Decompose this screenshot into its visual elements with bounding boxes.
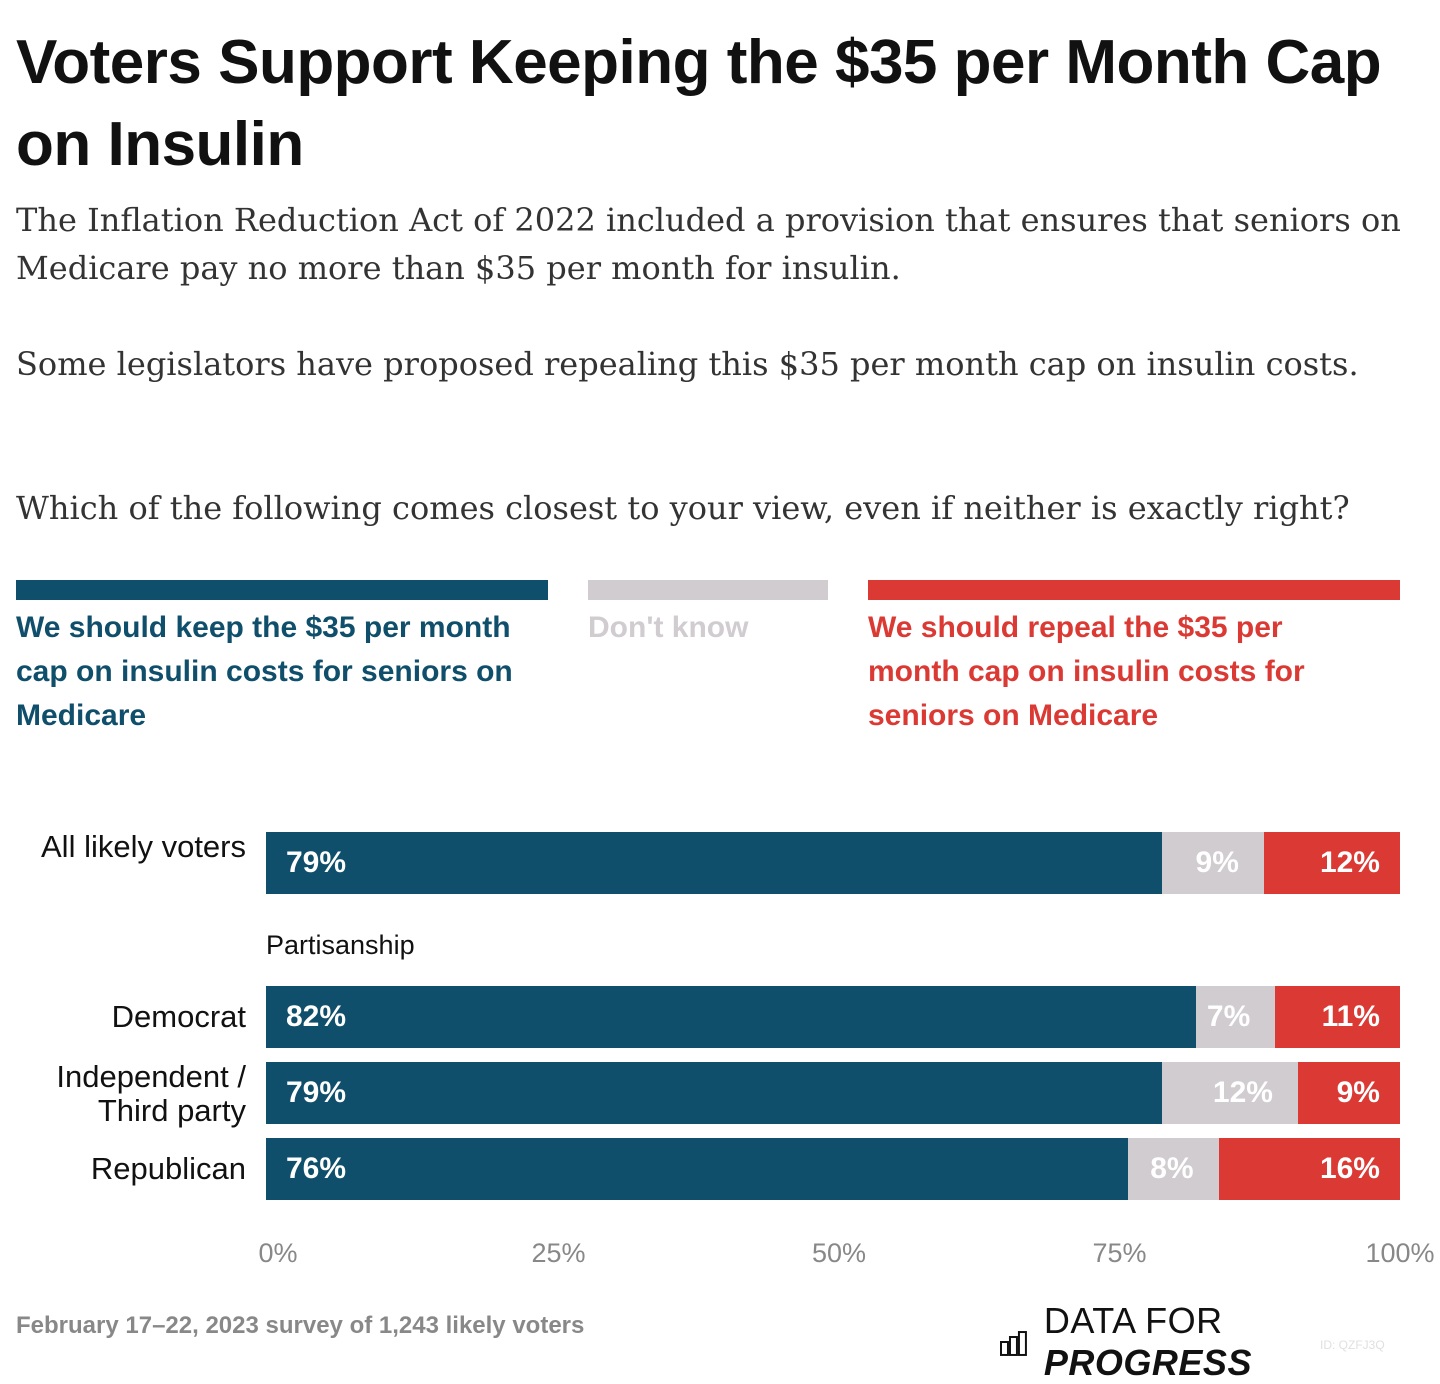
footer-note: February 17–22, 2023 survey of 1,243 lik… [16,1312,585,1339]
data-label-dont-know: 12% [1212,1076,1273,1109]
data-label-repeal: 9% [1336,1076,1380,1109]
bar-segment-dont-know [1161,1062,1298,1124]
bar-chart-icon [1000,1331,1027,1356]
data-label-keep: 82% [286,1000,347,1033]
data-label-keep: 79% [286,846,347,879]
legend-swatch-keep [16,580,548,600]
group-label: Partisanship [266,930,415,960]
x-tick-label: 25% [531,1238,586,1268]
logo-text-bold: PROGRESS [1043,1342,1252,1383]
bar-segment-keep [266,1062,1162,1124]
data-label-dont-know: 9% [1195,846,1239,879]
subtitle-paragraph-2: Some legislators have proposed repealing… [16,345,1359,383]
legend-label-dont-know: Don't know [588,611,749,644]
bar-segment-repeal [1263,832,1400,894]
bar-segment-dont-know [1161,832,1264,894]
bar-segment-keep [266,1138,1128,1200]
x-tick-label: 0% [258,1238,298,1268]
bar-segment-keep [266,986,1196,1048]
data-label-repeal: 12% [1319,846,1380,879]
bar-segment-repeal [1275,986,1400,1048]
data-label-repeal: 16% [1319,1152,1380,1185]
chart-title: Voters Support Keeping the $35 per Month… [16,28,1382,179]
logo-text-light: DATA FOR [1043,1300,1223,1341]
subtitle-paragraph-1: The Inflation Reduction Act of 2022 incl… [16,201,1401,287]
row-label-democrat: Democrat [111,999,246,1034]
subtitle-paragraph-3: Which of the following comes closest to … [16,489,1350,527]
row-label-all: All likely voters [41,829,246,864]
bar-segment-repeal [1218,1138,1400,1200]
legend-swatch-repeal [868,580,1400,600]
legend-label-keep: We should keep the $35 per month cap on … [16,611,513,732]
x-tick-label: 50% [811,1238,867,1268]
bar-segment-dont-know [1127,1138,1219,1200]
x-tick-label: 75% [1092,1238,1147,1268]
x-tick-label: 100% [1365,1238,1435,1268]
data-label-dont-know: 8% [1150,1152,1194,1185]
bar-segment-repeal [1297,1062,1400,1124]
data-label-keep: 76% [286,1152,347,1185]
data-label-repeal: 11% [1321,1000,1380,1033]
row-label-independent: Independent / Third party [56,1059,246,1128]
bar-segment-keep [266,832,1162,894]
row-label-republican: Republican [90,1151,246,1186]
legend-swatch-dont-know [588,580,828,600]
chart-id: ID: QZFJ3Q [1320,1338,1385,1352]
legend-label-repeal: We should repeal the $35 per month cap o… [868,611,1305,732]
data-label-keep: 79% [286,1076,347,1109]
bar-segment-dont-know [1195,986,1276,1048]
plot-area: 79% 9% 12% 82% 7% 11% 79% 12% 9% 76% 8% 16% 0% 25% 50%… [258,0,1435,1300]
data-label-dont-know: 7% [1206,1000,1251,1033]
